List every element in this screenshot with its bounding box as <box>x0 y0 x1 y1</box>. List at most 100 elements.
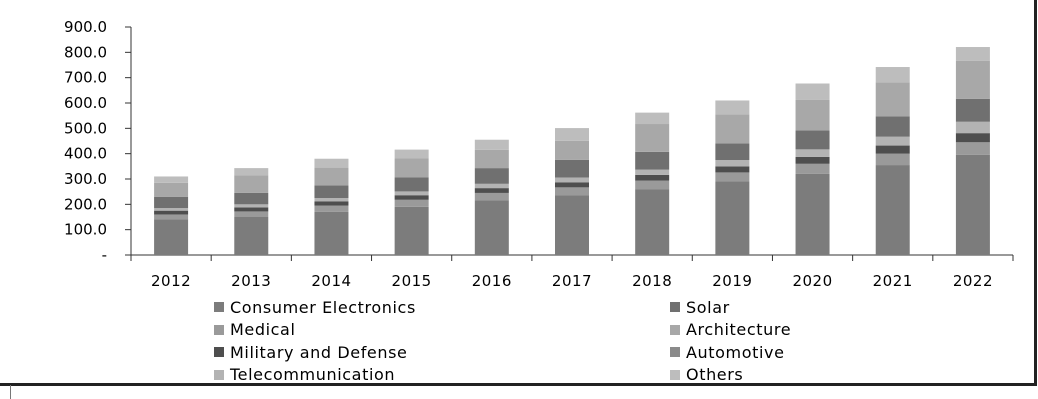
bar-segment <box>635 151 670 170</box>
bar-segment <box>635 180 670 190</box>
bar-segment <box>234 168 269 176</box>
x-tick-label: 2019 <box>712 272 752 290</box>
bar-segment <box>314 158 349 168</box>
legend-item: Automotive <box>670 341 850 364</box>
legend-item: Medical <box>214 319 670 342</box>
bar-segment <box>875 145 910 154</box>
legend-swatch <box>214 302 224 313</box>
legend-swatch <box>670 302 680 313</box>
bar-segment <box>715 143 750 160</box>
bar-segment <box>955 98 990 122</box>
bar-segment <box>635 124 670 152</box>
bar-segment <box>234 217 269 255</box>
bar-segment <box>795 130 830 150</box>
bar-segment <box>715 181 750 255</box>
bar-segment <box>635 169 670 175</box>
bar-segment <box>394 195 429 200</box>
bar-segment <box>314 167 349 186</box>
bar-segment <box>955 121 990 134</box>
x-tick-label: 2022 <box>953 272 993 290</box>
x-tick-label: 2015 <box>392 272 432 290</box>
legend-item: Military and Defense <box>214 341 670 364</box>
bar-segment <box>394 149 429 159</box>
y-tick-label: 400.0 <box>64 145 107 163</box>
legend-item: Others <box>670 364 850 387</box>
legend-label: Automotive <box>686 342 785 362</box>
bar-segment <box>474 188 509 193</box>
legend-swatch <box>214 369 224 380</box>
frame-stub <box>10 385 11 399</box>
bar-segment <box>555 195 589 255</box>
bar-segment <box>955 133 990 143</box>
bar-segment <box>955 60 990 99</box>
bar-segment <box>635 174 670 181</box>
legend-item: Architecture <box>670 319 850 342</box>
bar-segment <box>394 199 429 207</box>
legend-item: Solar <box>670 296 850 319</box>
bar-segment <box>394 158 429 178</box>
bar-segment <box>474 183 509 189</box>
bar-segment <box>474 200 509 255</box>
bar-segment <box>795 163 830 174</box>
bar-segment <box>314 201 349 206</box>
x-tick-label: 2018 <box>632 272 672 290</box>
y-tick-label: 300.0 <box>64 170 107 188</box>
bar-segment <box>795 173 830 255</box>
bar-segment <box>154 214 189 220</box>
bar-segment <box>875 82 910 117</box>
y-tick-label: 600.0 <box>64 94 107 112</box>
bar-segment <box>314 205 349 212</box>
bar-segment <box>314 198 349 202</box>
bar-segment <box>555 182 589 188</box>
bar-segment <box>555 140 589 160</box>
legend-label: Architecture <box>686 320 792 340</box>
bar-segment <box>795 156 830 164</box>
bar-segment <box>314 211 349 255</box>
bar-segment <box>394 191 429 196</box>
bar-segment <box>715 172 750 182</box>
legend-swatch <box>670 369 680 380</box>
bar-segment <box>474 149 509 169</box>
legend-swatch <box>214 324 224 335</box>
bar-segment <box>234 211 269 217</box>
y-tick-label: 200.0 <box>64 195 107 213</box>
y-tick-label: - <box>102 246 107 264</box>
bar-segment <box>715 166 750 173</box>
legend-label: Consumer Electronics <box>230 297 416 317</box>
bar-segment <box>154 182 189 197</box>
x-tick-label: 2020 <box>792 272 832 290</box>
bar-segment <box>715 100 750 115</box>
bar-segment <box>555 187 589 196</box>
bar-segment <box>154 196 189 209</box>
legend-item: Telecommunication <box>214 364 670 387</box>
legend-label: Telecommunication <box>230 365 396 385</box>
x-tick-label: 2013 <box>231 272 271 290</box>
bar-segment <box>555 177 589 183</box>
bar-segment <box>875 136 910 146</box>
y-tick-label: 100.0 <box>64 221 107 239</box>
legend-swatch <box>670 347 680 358</box>
y-tick-label: 700.0 <box>64 69 107 87</box>
bar-segment <box>234 175 269 193</box>
bar-segment <box>234 207 269 212</box>
bar-segment <box>555 159 589 178</box>
bar-segment <box>715 160 750 167</box>
bar-segment <box>875 116 910 137</box>
bar-segment <box>474 168 509 184</box>
bar-segment <box>314 185 349 198</box>
bar-segment <box>955 47 990 61</box>
bar-segment <box>795 99 830 131</box>
bar-segment <box>394 206 429 255</box>
bar-segment <box>875 165 910 255</box>
bar-segment <box>955 142 990 155</box>
x-tick-label: 2017 <box>552 272 592 290</box>
legend-item: Consumer Electronics <box>214 296 670 319</box>
bar-segment <box>555 128 589 141</box>
bar-segment <box>154 176 189 183</box>
legend-label: Military and Defense <box>230 342 408 362</box>
bar-segment <box>154 210 189 215</box>
y-tick-label: 800.0 <box>64 43 107 61</box>
y-tick-label: 500.0 <box>64 119 107 137</box>
x-tick-label: 2012 <box>151 272 191 290</box>
